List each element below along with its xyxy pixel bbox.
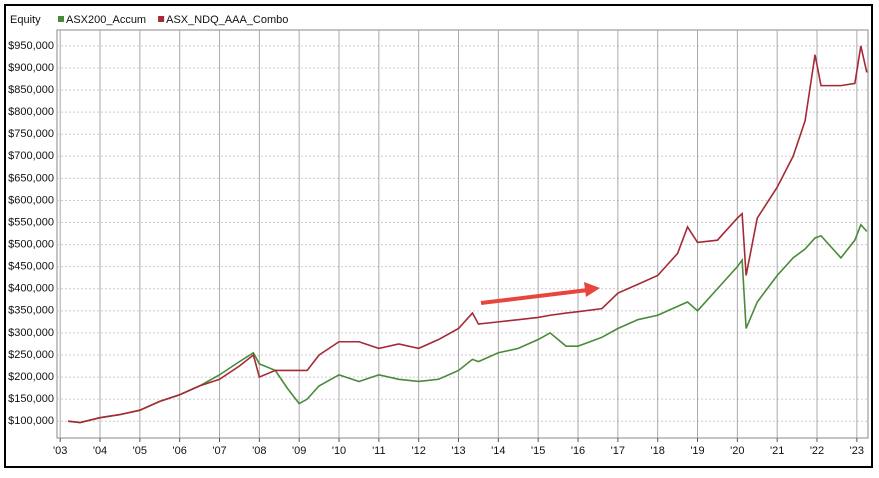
- x-tick-label: '05: [133, 445, 147, 457]
- y-tick-label: $500,000: [8, 239, 54, 251]
- y-tick-label: $100,000: [8, 415, 54, 427]
- series-line: [68, 45, 868, 424]
- y-tick-label: $550,000: [8, 216, 54, 228]
- x-tick-label: '12: [412, 445, 426, 457]
- x-tick-label: '21: [770, 445, 784, 457]
- y-tick-label: $750,000: [8, 128, 54, 140]
- y-tick-label: $600,000: [8, 194, 54, 206]
- x-tick-label: '16: [571, 445, 585, 457]
- grid: [56, 29, 869, 442]
- y-tick-label: $450,000: [8, 261, 54, 273]
- y-tick-label: $300,000: [8, 327, 54, 339]
- x-tick-label: '08: [252, 445, 266, 457]
- arrow-shaft: [480, 288, 589, 305]
- y-axis-title: Equity: [10, 14, 41, 26]
- x-tick-label: '04: [93, 445, 107, 457]
- x-tick-label: '15: [531, 445, 545, 457]
- y-tick-label: $900,000: [8, 62, 54, 74]
- x-tick-label: '19: [690, 445, 704, 457]
- legend-swatch: [158, 16, 165, 22]
- labels: $100,000 $150,000 $200,000 $250,000 $300,000…: [8, 14, 864, 457]
- series-line: [68, 223, 868, 424]
- x-tick-label: '17: [611, 445, 625, 457]
- x-tick-label: '14: [491, 445, 505, 457]
- legend-swatch: [58, 16, 64, 22]
- x-tick-label: '06: [173, 445, 187, 457]
- arrow-head: [584, 282, 600, 297]
- x-tick-label: '23: [850, 445, 864, 457]
- legend-label: ASX200_Accum: [66, 14, 146, 26]
- x-tick-label: '13: [451, 445, 465, 457]
- y-tick-label: $150,000: [8, 393, 54, 405]
- y-tick-label: $350,000: [8, 305, 54, 317]
- x-tick-label: '18: [651, 445, 665, 457]
- y-tick-label: $950,000: [8, 40, 54, 52]
- x-tick-label: '20: [730, 445, 744, 457]
- y-tick-label: $650,000: [8, 172, 54, 184]
- y-tick-label: $700,000: [8, 150, 54, 162]
- x-tick-label: '09: [292, 445, 306, 457]
- plot-area: [56, 29, 869, 439]
- legend-label: ASX_NDQ_AAA_Combo: [166, 14, 288, 26]
- y-tick-label: $800,000: [8, 106, 54, 118]
- x-tick-label: '10: [332, 445, 346, 457]
- annotation-arrow: [480, 282, 600, 305]
- x-tick-label: '03: [53, 445, 67, 457]
- x-tick-label: '11: [372, 445, 386, 457]
- lines: [68, 45, 868, 424]
- x-tick-label: '07: [212, 445, 226, 457]
- frame: [4, 4, 873, 468]
- y-tick-label: $850,000: [8, 84, 54, 96]
- y-tick-label: $400,000: [8, 283, 54, 295]
- y-tick-label: $250,000: [8, 349, 54, 361]
- y-tick-label: $200,000: [8, 371, 54, 383]
- x-tick-label: '22: [810, 445, 824, 457]
